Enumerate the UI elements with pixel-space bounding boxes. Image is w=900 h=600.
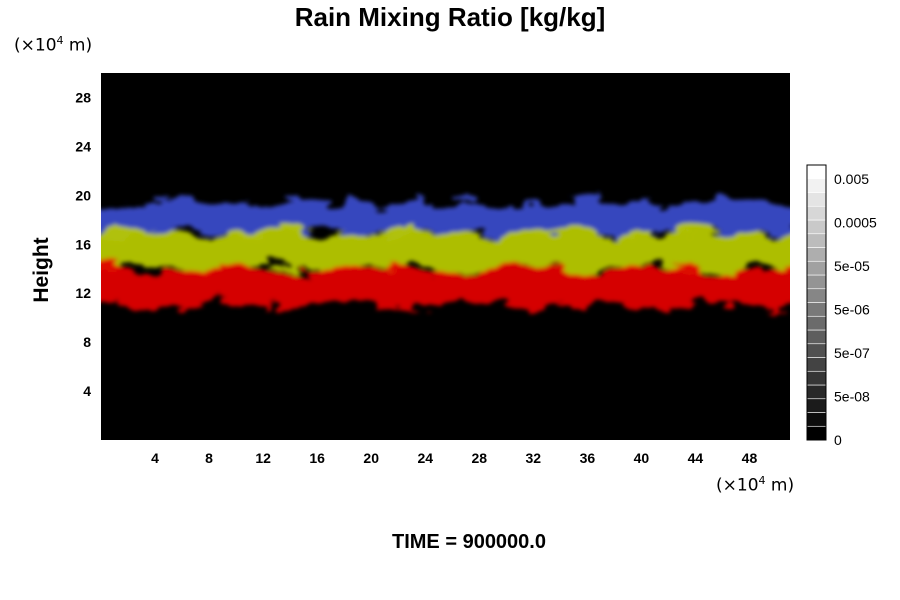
band-blue <box>101 197 790 239</box>
colorbar-level <box>806 412 827 427</box>
colorbar-label: 5e-07 <box>834 345 870 361</box>
x-tick-label: 32 <box>526 450 542 466</box>
y-tick-label: 20 <box>75 187 91 203</box>
x-tick-label: 4 <box>151 450 159 466</box>
colorbar-level <box>806 219 827 235</box>
colorbar-label: 5e-06 <box>834 302 870 318</box>
colorbar-level <box>806 357 827 372</box>
colorbar-level <box>806 178 827 193</box>
colorbar-level <box>806 315 827 331</box>
colorbar-level <box>806 260 827 276</box>
y-ticks: 4 8 12 16 20 24 28 <box>75 89 91 399</box>
y-tick-label: 24 <box>75 138 91 154</box>
y-tick-label: 16 <box>75 236 91 252</box>
colorbar-level <box>806 192 827 207</box>
x-tick-label: 44 <box>688 450 704 466</box>
colorbar-level <box>806 329 827 345</box>
x-tick-label: 40 <box>634 450 650 466</box>
colorbar-level <box>806 164 827 180</box>
x-ticks: 4 8 12 16 20 24 28 32 36 40 44 48 <box>151 450 757 466</box>
x-tick-label: 20 <box>363 450 379 466</box>
colorbar-level <box>806 425 827 441</box>
x-unit-label: (×104 m) <box>716 474 795 496</box>
x-tick-label: 16 <box>309 450 325 466</box>
colorbar-level <box>806 288 827 303</box>
colorbar-level <box>806 398 827 413</box>
band-yellow-green <box>101 224 790 276</box>
y-tick-label: 28 <box>75 89 91 105</box>
y-unit-label: (×104 m) <box>14 34 93 56</box>
colorbar-level <box>806 274 827 290</box>
x-tick-label: 8 <box>205 450 213 466</box>
colorbar-level <box>806 370 827 386</box>
chart-title: Rain Mixing Ratio [kg/kg] <box>294 2 606 32</box>
x-tick-label: 24 <box>417 450 433 466</box>
colorbar-level <box>806 343 827 358</box>
colorbar-level <box>806 384 827 400</box>
x-tick-label: 12 <box>255 450 271 466</box>
x-tick-label: 48 <box>742 450 758 466</box>
x-tick-label: 36 <box>580 450 596 466</box>
colorbar-label: 0 <box>834 432 842 448</box>
y-tick-label: 8 <box>83 334 91 350</box>
colorbar-level <box>806 233 827 248</box>
colorbar-label: 5e-05 <box>834 258 870 274</box>
time-label: TIME = 900000.0 <box>392 531 546 553</box>
band-red <box>101 261 790 313</box>
x-tick-label: 28 <box>471 450 487 466</box>
colorbar-label: 0.005 <box>834 171 869 187</box>
colorbar-label: 5e-08 <box>834 389 870 405</box>
colorbar-level <box>806 302 827 317</box>
y-tick-label: 4 <box>83 383 91 399</box>
colorbar-label: 0.0005 <box>834 215 877 231</box>
y-tick-label: 12 <box>75 285 91 301</box>
colorbar: 0.005 0.0005 5e-05 5e-06 5e-07 5e-08 0 <box>806 164 877 448</box>
colorbar-level <box>806 205 827 221</box>
bands-layer <box>101 197 790 313</box>
colorbar-level <box>806 247 827 262</box>
